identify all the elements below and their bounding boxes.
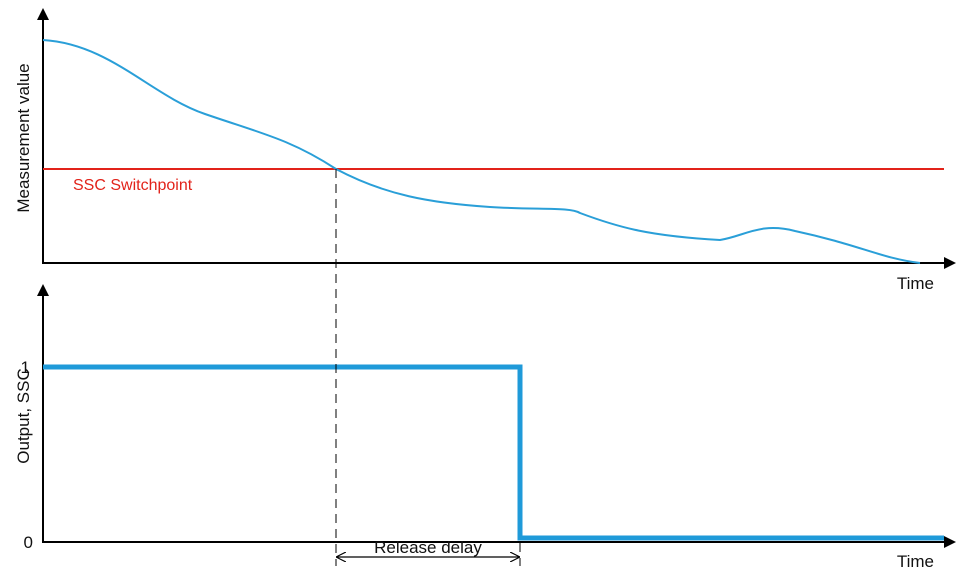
release-delay-annotation: Release delay	[335, 169, 521, 566]
release-delay-label: Release delay	[374, 538, 482, 557]
tick-label-high: 1	[21, 358, 30, 377]
top-x-axis-label: Time	[897, 274, 934, 293]
bottom-x-axis-label: Time	[897, 552, 934, 571]
ssc-switchpoint-label: SSC Switchpoint	[73, 177, 193, 194]
top-chart: SSC Switchpoint Measurement value Time	[14, 8, 956, 293]
output-ssc-signal	[43, 364, 944, 541]
top-y-axis-label: Measurement value	[14, 63, 33, 212]
measurement-curve	[42, 39, 921, 264]
bottom-y-axis-label: Output, SSC	[14, 368, 33, 463]
bottom-chart: 1 0 Output, SSC Time	[14, 284, 956, 571]
tick-label-low: 0	[24, 533, 33, 552]
